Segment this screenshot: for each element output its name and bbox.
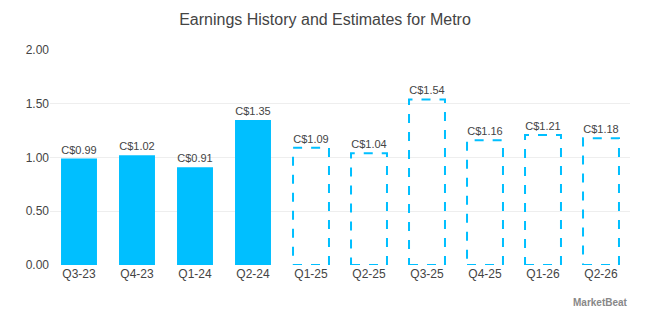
svg-text:C$0.91: C$0.91 <box>177 152 212 164</box>
svg-text:C$1.54: C$1.54 <box>409 84 444 96</box>
svg-text:C$1.21: C$1.21 <box>525 120 560 132</box>
svg-text:Q1-26: Q1-26 <box>526 267 560 281</box>
svg-text:C$1.35: C$1.35 <box>235 105 270 117</box>
svg-text:0.50: 0.50 <box>26 204 50 218</box>
svg-text:Q1-25: Q1-25 <box>294 267 328 281</box>
svg-text:Q4-23: Q4-23 <box>120 267 154 281</box>
svg-text:C$1.04: C$1.04 <box>351 138 386 150</box>
svg-text:C$1.02: C$1.02 <box>119 140 154 152</box>
svg-text:C$1.16: C$1.16 <box>467 125 502 137</box>
svg-text:C$1.09: C$1.09 <box>293 133 328 145</box>
svg-text:Q2-24: Q2-24 <box>236 267 270 281</box>
svg-text:1.00: 1.00 <box>26 151 50 165</box>
svg-text:1.50: 1.50 <box>26 97 50 111</box>
svg-text:Q1-24: Q1-24 <box>178 267 212 281</box>
svg-text:C$0.99: C$0.99 <box>61 144 96 156</box>
svg-text:0.00: 0.00 <box>26 258 50 272</box>
svg-text:2.00: 2.00 <box>26 43 50 57</box>
svg-text:MarketBeat: MarketBeat <box>573 297 628 308</box>
svg-text:Q3-25: Q3-25 <box>410 267 444 281</box>
svg-text:Q4-25: Q4-25 <box>468 267 502 281</box>
svg-text:Q2-26: Q2-26 <box>584 267 618 281</box>
svg-text:C$1.18: C$1.18 <box>583 123 618 135</box>
svg-text:Earnings History and Estimates: Earnings History and Estimates for Metro <box>179 11 471 28</box>
svg-text:Q2-25: Q2-25 <box>352 267 386 281</box>
svg-text:Q3-23: Q3-23 <box>62 267 96 281</box>
